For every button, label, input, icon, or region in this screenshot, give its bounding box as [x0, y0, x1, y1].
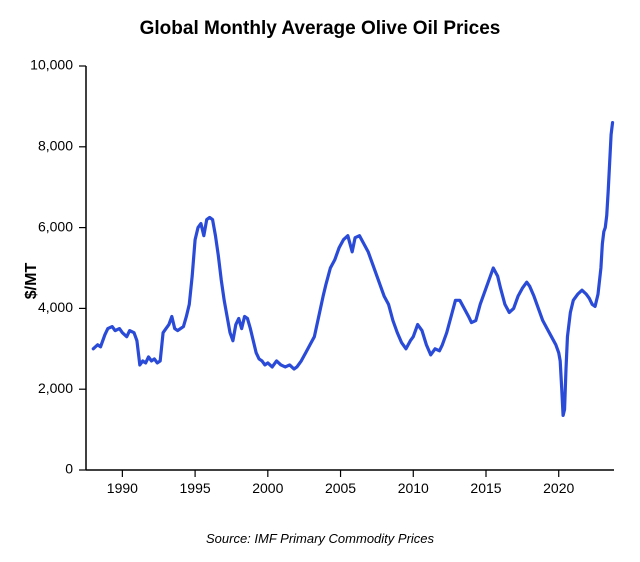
svg-text:2000: 2000	[252, 480, 283, 496]
svg-text:1995: 1995	[180, 480, 211, 496]
line-chart: 0 2,000 4,000 6,000 8,000 10,000 1990 1995 2000 2…	[0, 0, 640, 562]
source-caption: Source: IMF Primary Commodity Prices	[0, 531, 640, 546]
svg-text:2,000: 2,000	[38, 380, 73, 396]
svg-text:6,000: 6,000	[38, 218, 73, 234]
chart-container: Global Monthly Average Olive Oil Prices …	[0, 0, 640, 562]
svg-text:4,000: 4,000	[38, 299, 73, 315]
svg-text:2005: 2005	[325, 480, 356, 496]
svg-text:1990: 1990	[107, 480, 138, 496]
svg-text:0: 0	[65, 461, 73, 477]
svg-text:10,000: 10,000	[30, 57, 73, 73]
svg-text:8,000: 8,000	[38, 138, 73, 154]
svg-text:2010: 2010	[398, 480, 429, 496]
svg-text:2015: 2015	[470, 480, 501, 496]
svg-text:2020: 2020	[543, 480, 574, 496]
